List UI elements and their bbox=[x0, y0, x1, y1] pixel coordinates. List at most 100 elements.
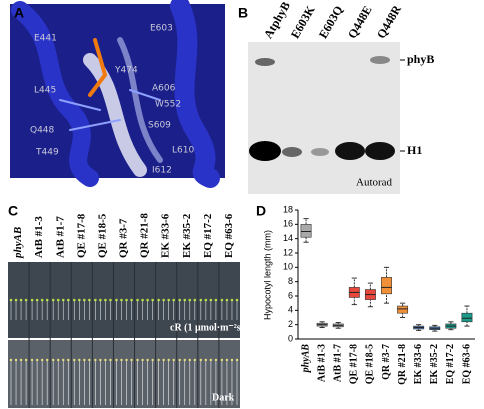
residue-label: L445 bbox=[34, 86, 56, 96]
line-label: EQ #17-2 bbox=[202, 213, 214, 258]
cotyledon bbox=[40, 298, 44, 302]
cotyledon bbox=[193, 298, 197, 302]
blot-bands bbox=[249, 56, 395, 161]
cotyledon bbox=[172, 298, 176, 302]
cotyledon bbox=[62, 358, 65, 362]
cotyledon bbox=[235, 298, 239, 302]
cotyledon bbox=[214, 298, 218, 302]
x-tick-label: EK #35-2 bbox=[429, 344, 440, 384]
cotyledon bbox=[162, 358, 165, 362]
cotyledon bbox=[94, 298, 97, 302]
x-tick-label: EK #33-6 bbox=[413, 344, 424, 384]
cotyledon bbox=[230, 358, 234, 362]
cotyledon bbox=[220, 358, 224, 362]
y-tick-label: 18 bbox=[283, 204, 293, 214]
x-tick-label: QE #18-5 bbox=[365, 344, 376, 384]
cotyledon bbox=[88, 358, 91, 362]
cotyledon bbox=[19, 358, 23, 362]
cotyledon bbox=[157, 298, 160, 302]
cotyledon bbox=[204, 358, 208, 362]
lane-label: E603Q bbox=[316, 3, 346, 41]
cotyledon bbox=[115, 298, 118, 302]
cotyledon bbox=[14, 298, 18, 302]
cotyledon bbox=[35, 358, 39, 362]
cotyledon bbox=[172, 358, 175, 362]
cotyledon bbox=[188, 358, 191, 362]
y-tick-label: 4 bbox=[288, 305, 293, 315]
x-tick-label: QE #17-8 bbox=[349, 344, 360, 384]
cotyledon bbox=[24, 358, 28, 362]
cotyledon bbox=[51, 298, 55, 302]
cotyledon bbox=[109, 298, 112, 302]
line-label: QR #3-7 bbox=[118, 218, 130, 258]
cotyledon bbox=[45, 298, 49, 302]
x-tick-label: AtB #1-3 bbox=[316, 344, 327, 382]
residue-label: A606 bbox=[152, 84, 176, 94]
cotyledon bbox=[88, 298, 91, 302]
cotyledon bbox=[235, 358, 239, 362]
panel-label: C bbox=[8, 203, 18, 219]
y-tick-label: 0 bbox=[288, 333, 293, 343]
cotyledon bbox=[209, 358, 213, 362]
condition-label: Dark bbox=[212, 392, 235, 403]
cotyledon bbox=[214, 358, 218, 362]
lane-label: Q448E bbox=[345, 3, 375, 41]
x-tick-label: EQ #63-6 bbox=[461, 344, 472, 384]
cotyledon bbox=[30, 298, 34, 302]
cotyledon bbox=[141, 298, 144, 302]
cotyledon bbox=[199, 358, 203, 362]
residue-label: E603 bbox=[150, 24, 173, 34]
cotyledon bbox=[188, 298, 192, 302]
box bbox=[300, 224, 312, 238]
cotyledon bbox=[40, 358, 44, 362]
residue-label: L610 bbox=[172, 146, 194, 156]
cotyledon bbox=[157, 358, 160, 362]
band-label: phyB bbox=[407, 52, 434, 66]
ribbons bbox=[11, 0, 220, 188]
y-tick-label: 10 bbox=[283, 262, 293, 272]
seedling-photo bbox=[8, 340, 240, 408]
cotyledon bbox=[178, 298, 182, 302]
cotyledon bbox=[146, 298, 149, 302]
cotyledon bbox=[109, 358, 112, 362]
residue-label: E441 bbox=[34, 34, 57, 44]
cotyledon bbox=[72, 298, 76, 302]
cotyledon bbox=[220, 298, 224, 302]
cotyledon bbox=[14, 358, 18, 362]
cotyledon bbox=[183, 358, 186, 362]
cotyledon bbox=[193, 358, 197, 362]
cotyledon bbox=[104, 298, 107, 302]
box bbox=[397, 305, 409, 314]
line-label: QE #18-5 bbox=[96, 213, 108, 258]
line-label: EQ #63-6 bbox=[223, 213, 235, 258]
cotyledon bbox=[99, 358, 102, 362]
y-axis-title: Hypocotyl length (mm) bbox=[262, 230, 272, 320]
lane-label: E603K bbox=[288, 3, 318, 41]
cotyledon bbox=[204, 298, 208, 302]
seedlings bbox=[9, 262, 239, 408]
cotyledon bbox=[146, 358, 149, 362]
cotyledon bbox=[120, 298, 123, 302]
line-label: AtB #1-7 bbox=[54, 216, 66, 258]
cotyledon bbox=[104, 358, 107, 362]
cotyledon bbox=[225, 358, 229, 362]
line-label: AtB #1-3 bbox=[33, 216, 45, 258]
y-tick-label: 16 bbox=[283, 219, 293, 229]
cotyledon bbox=[9, 358, 13, 362]
panel-label: A bbox=[14, 5, 24, 21]
cotyledon bbox=[94, 358, 97, 362]
cotyledon bbox=[73, 358, 76, 362]
cotyledon bbox=[178, 358, 181, 362]
cotyledon bbox=[67, 358, 70, 362]
y-tick-label: 14 bbox=[283, 233, 293, 243]
cotyledon bbox=[199, 298, 203, 302]
cotyledon bbox=[83, 358, 86, 362]
cotyledon bbox=[9, 298, 13, 302]
cotyledon bbox=[56, 298, 60, 302]
cotyledon bbox=[57, 358, 60, 362]
y-tick-label: 12 bbox=[283, 247, 293, 257]
cotyledon bbox=[78, 298, 81, 302]
cotyledon bbox=[125, 358, 128, 362]
line-label: QE #17-8 bbox=[75, 213, 87, 258]
